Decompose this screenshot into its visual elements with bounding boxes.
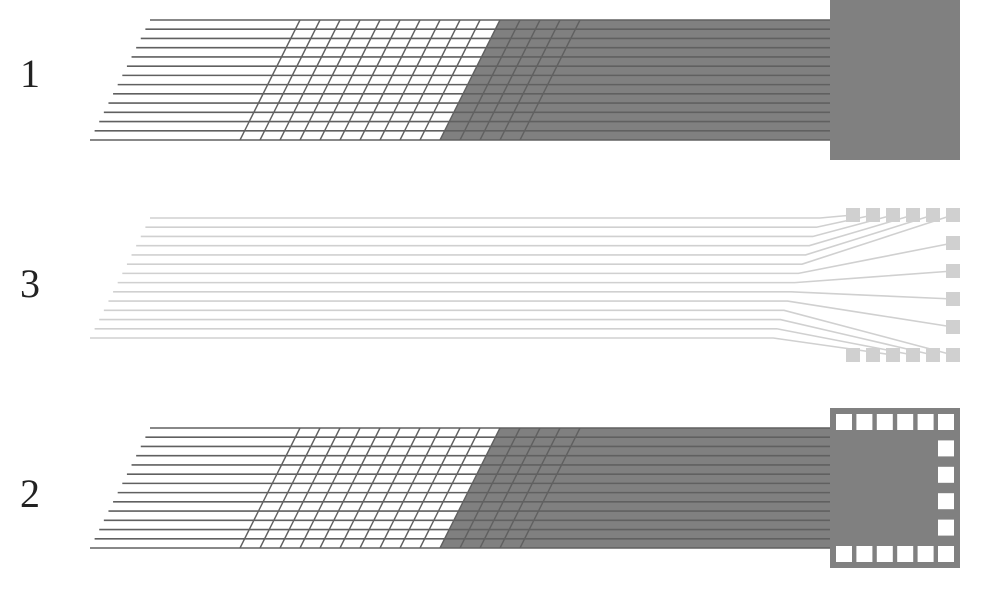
label-2: 2 — [20, 470, 40, 517]
label-1: 1 — [20, 50, 40, 97]
label-3: 3 — [20, 260, 40, 307]
electrode-layer-1 — [90, 0, 960, 160]
diagram-canvas — [0, 0, 1000, 602]
trace-layer-3 — [90, 208, 960, 362]
electrode-layer-2 — [90, 408, 960, 568]
